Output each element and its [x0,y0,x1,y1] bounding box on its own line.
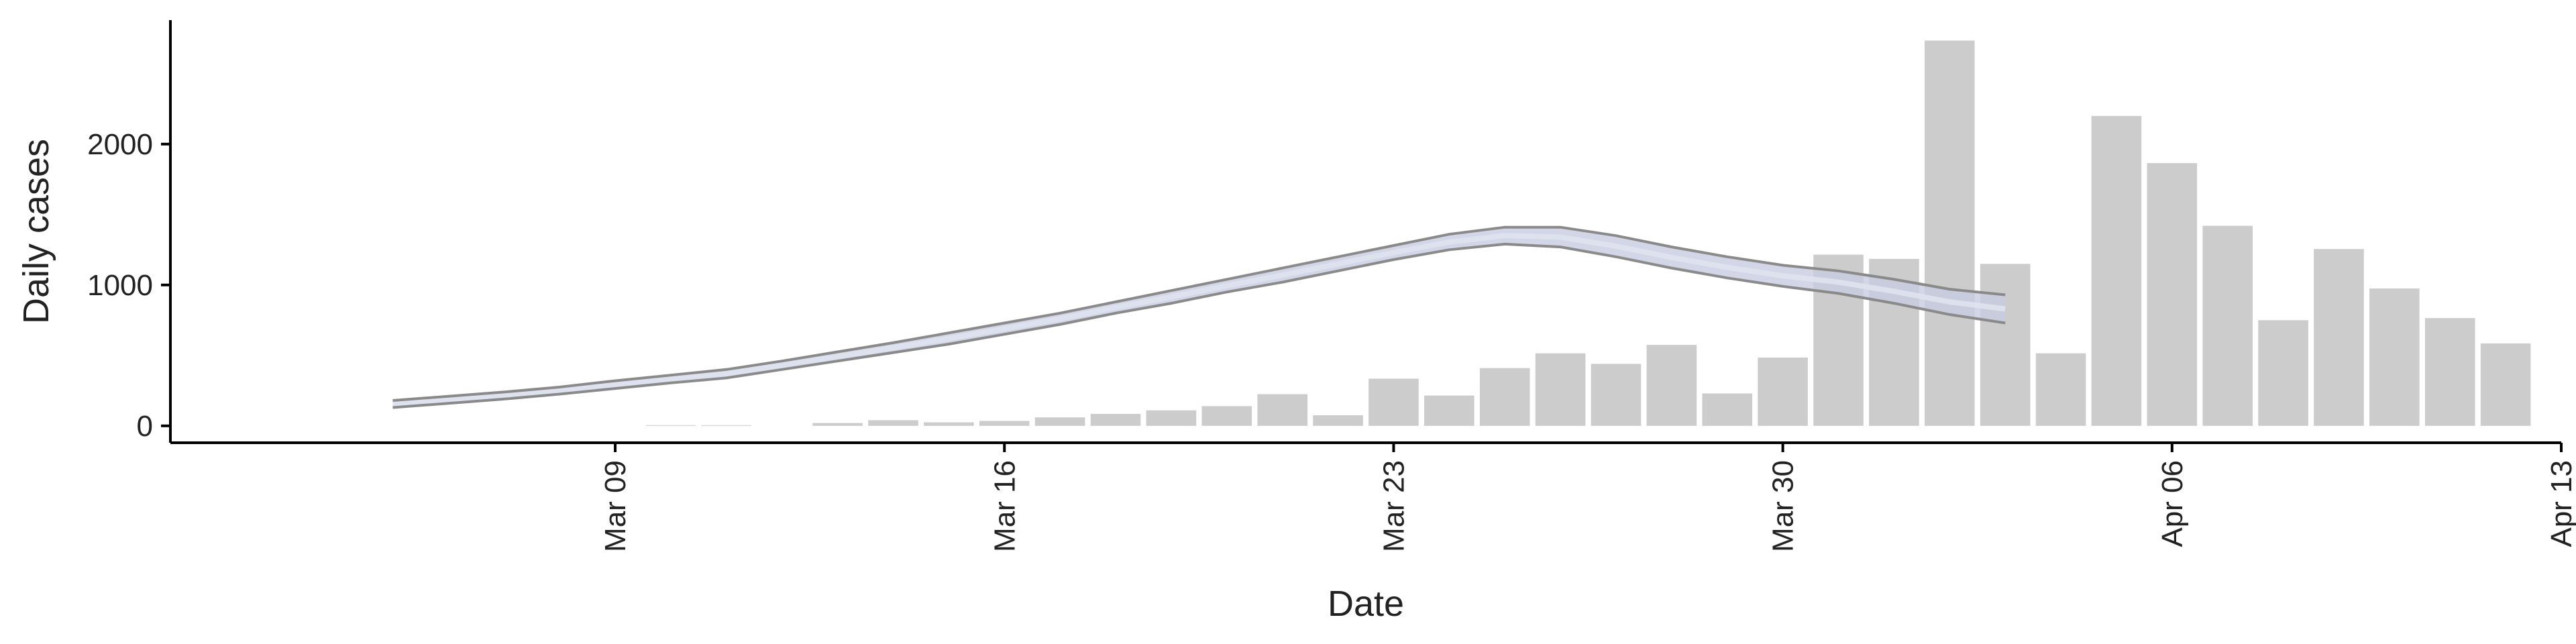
bar-2020-04-10 [2369,288,2420,426]
bar-2020-03-20 [1201,406,1252,426]
bar-2020-04-09 [2314,249,2364,426]
upper-bound-line [392,225,2006,402]
bar-2020-03-23 [1368,378,1419,426]
bar-2020-03-25 [1479,368,1530,426]
x-tick-label-2020-03-30: Mar 30 [1767,460,1800,552]
bar-2020-04-03 [1980,264,2031,426]
bar-2020-03-27 [1591,364,1642,426]
y-ticks-layer: 0 1000 2000 [87,128,170,443]
axes-layer [169,20,2561,444]
bar-2020-03-30 [1758,357,1808,426]
bar-2020-03-17 [1034,417,1085,426]
bar-2020-03-19 [1146,410,1197,426]
bar-2020-03-14 [868,420,918,426]
x-tick-label-2020-04-13: Apr 13 [2545,460,2576,547]
bar-2020-03-10 [645,425,696,426]
bar-2020-03-13 [812,423,863,426]
bar-2020-04-04 [2035,353,2086,426]
bar-2020-03-15 [924,422,974,426]
bar-2020-03-18 [1090,413,1141,426]
bar-2020-04-12 [2480,343,2531,426]
bar-2020-03-22 [1313,415,1363,426]
y-tick-label-2000: 2000 [87,128,153,161]
x-ticks-layer: Mar 09 Mar 16 Mar 23 Mar 30 Apr 06 Apr 13 [599,443,2576,552]
bar-2020-04-11 [2424,318,2475,426]
bar-2020-04-07 [2202,225,2253,426]
bar-2020-04-02 [1924,40,1975,426]
bar-2020-04-06 [2147,163,2198,426]
y-tick-label-1000: 1000 [87,269,153,302]
x-axis-title: Date [1328,584,1404,624]
bar-2020-04-05 [2091,115,2142,426]
bar-2020-03-28 [1646,345,1697,426]
lower-bound-line [392,242,2006,409]
bar-2020-03-26 [1535,353,1586,426]
y-tick-label-0: 0 [137,410,153,443]
x-tick-label-2020-03-23: Mar 23 [1377,460,1410,552]
bar-2020-03-29 [1702,393,1753,426]
x-tick-label-2020-03-09: Mar 09 [599,460,632,552]
y-axis-title: Daily cases [16,139,56,324]
bar-2020-04-08 [2258,320,2308,426]
bar-2020-03-16 [979,421,1030,426]
bars-layer [645,40,2531,426]
bar-2020-03-11 [701,425,752,426]
bar-2020-03-24 [1424,395,1474,426]
estimate-mid-line [392,233,2006,407]
bar-2020-03-21 [1257,394,1307,426]
x-tick-label-2020-03-16: Mar 16 [988,460,1021,552]
curve-layer [392,225,2006,409]
x-tick-label-2020-04-06: Apr 06 [2156,460,2189,547]
